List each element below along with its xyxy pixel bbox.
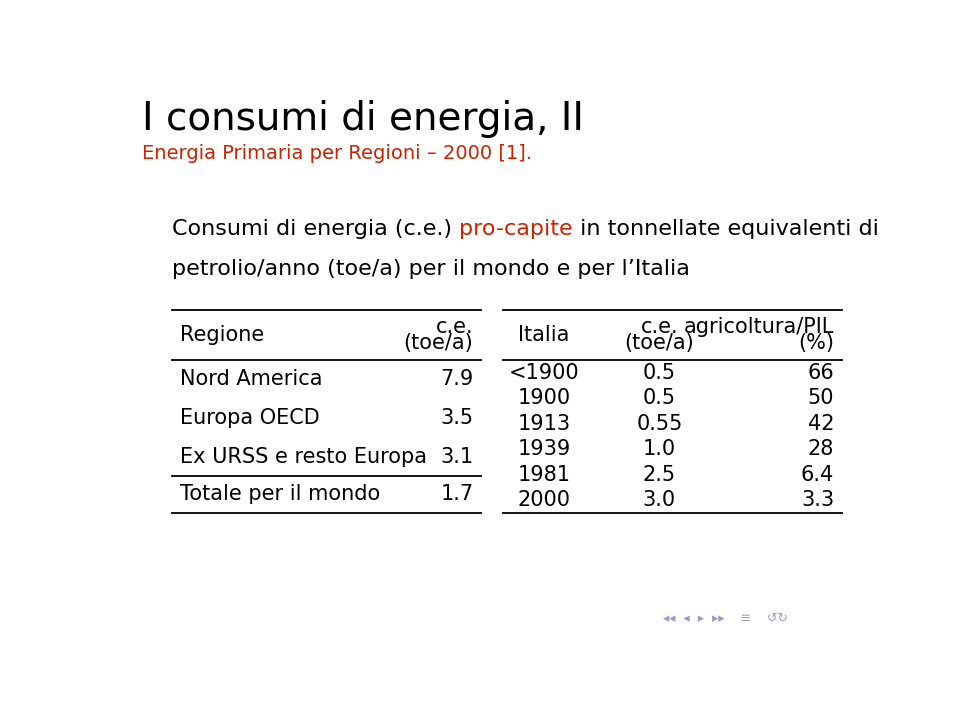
Text: 3.1: 3.1	[441, 447, 473, 467]
Text: c.e.: c.e.	[436, 317, 473, 337]
Text: (toe/a): (toe/a)	[403, 333, 473, 353]
Text: 1913: 1913	[517, 414, 570, 434]
Text: Nord America: Nord America	[180, 369, 322, 389]
Text: 1981: 1981	[517, 465, 570, 485]
Text: Totale per il mondo: Totale per il mondo	[180, 485, 380, 505]
Text: 3.0: 3.0	[643, 490, 676, 510]
Text: 0.55: 0.55	[636, 414, 683, 434]
Text: 1.7: 1.7	[441, 485, 473, 505]
Text: 0.5: 0.5	[643, 388, 676, 408]
Text: 2.5: 2.5	[643, 465, 676, 485]
Text: (%): (%)	[799, 333, 834, 353]
Text: petrolio/anno (toe/a) per il mondo e per l’Italia: petrolio/anno (toe/a) per il mondo e per…	[172, 258, 690, 279]
Text: 28: 28	[808, 439, 834, 459]
Text: 1.0: 1.0	[643, 439, 676, 459]
Text: Ex URSS e resto Europa: Ex URSS e resto Europa	[180, 447, 426, 467]
Text: I consumi di energia, II: I consumi di energia, II	[142, 100, 585, 138]
Text: 6.4: 6.4	[801, 465, 834, 485]
Text: (toe/a): (toe/a)	[625, 333, 694, 353]
Text: Europa OECD: Europa OECD	[180, 408, 320, 428]
Text: Consumi di energia (c.e.): Consumi di energia (c.e.)	[172, 219, 459, 239]
Text: in tonnellate equivalenti di: in tonnellate equivalenti di	[573, 219, 878, 239]
Text: Energia Primaria per Regioni – 2000 [1].: Energia Primaria per Regioni – 2000 [1].	[142, 144, 532, 163]
Text: 1939: 1939	[517, 439, 570, 459]
Text: 50: 50	[807, 388, 834, 408]
Text: Italia: Italia	[518, 325, 570, 345]
Text: 7.9: 7.9	[440, 369, 473, 389]
Text: agricoltura/PIL: agricoltura/PIL	[684, 317, 834, 337]
Text: Regione: Regione	[180, 325, 264, 345]
Text: 3.3: 3.3	[801, 490, 834, 510]
Text: 0.5: 0.5	[643, 363, 676, 383]
Text: 42: 42	[807, 414, 834, 434]
Text: 2000: 2000	[517, 490, 570, 510]
Text: <1900: <1900	[509, 363, 580, 383]
Text: c.e.: c.e.	[640, 317, 678, 337]
Text: ◂◂  ◂  ▸  ▸▸    ≡    ↺↻: ◂◂ ◂ ▸ ▸▸ ≡ ↺↻	[663, 612, 788, 625]
Text: 1900: 1900	[517, 388, 570, 408]
Text: 66: 66	[807, 363, 834, 383]
Text: 3.5: 3.5	[441, 408, 473, 428]
Text: pro-capite: pro-capite	[459, 219, 573, 239]
